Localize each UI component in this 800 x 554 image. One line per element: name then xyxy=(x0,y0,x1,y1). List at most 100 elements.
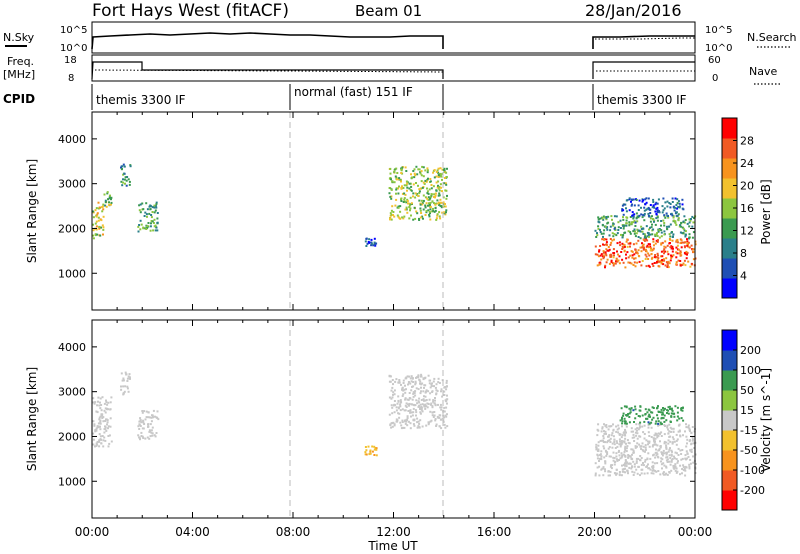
velocity-echo-cell xyxy=(413,424,416,427)
power-echo-cell xyxy=(627,261,630,264)
velocity-echo-cell xyxy=(368,452,371,455)
velocity-echo-cell xyxy=(665,446,668,449)
velocity-echo-cell xyxy=(635,413,638,415)
power-echo-cell xyxy=(597,218,600,221)
velocity-echo-cell xyxy=(650,411,653,414)
power-echo-cell xyxy=(645,225,648,228)
velocity-echo-cell xyxy=(629,408,632,411)
power-colorbar-segment xyxy=(722,198,737,219)
power-echo-cell xyxy=(659,255,662,258)
velocity-echo-cell xyxy=(147,416,150,419)
velocity-echo-cell xyxy=(102,439,105,442)
velocity-echo-cell xyxy=(109,408,112,411)
velocity-echo-cell xyxy=(404,391,407,394)
velocity-echo-cell xyxy=(657,432,660,435)
velocity-echo-cell xyxy=(92,420,95,423)
velocity-echo-cell xyxy=(611,446,614,449)
velocity-echo-cell xyxy=(640,472,643,475)
power-echo-cell xyxy=(443,167,446,170)
power-echo-cell xyxy=(110,203,112,206)
power-echo-cell xyxy=(612,224,615,227)
power-echo-cell xyxy=(607,246,610,248)
power-echo-cell xyxy=(641,244,644,247)
power-echo-cell xyxy=(670,231,673,234)
velocity-echo-cell xyxy=(420,407,423,410)
velocity-echo-cell xyxy=(100,409,103,412)
velocity-echo-cell xyxy=(662,471,665,474)
velocity-echo-cell xyxy=(663,433,666,436)
power-echo-cell xyxy=(611,218,613,221)
power-echo-cell xyxy=(630,250,633,253)
power-echo-cell xyxy=(410,185,413,188)
velocity-echo-cell xyxy=(391,396,394,399)
power-echo-cell xyxy=(153,225,156,228)
velocity-echo-cell xyxy=(685,426,688,429)
velocity-echo-cell xyxy=(602,445,605,448)
power-echo-cell xyxy=(108,197,111,200)
velocity-echo-cell xyxy=(673,467,676,470)
power-echo-cell xyxy=(656,206,659,209)
power-echo-cell xyxy=(653,244,655,247)
velocity-echo-cell xyxy=(685,423,687,426)
velocity-echo-cell xyxy=(689,439,692,442)
power-colorbar-tick-label: 16 xyxy=(740,202,754,215)
velocity-echo-cell xyxy=(392,404,395,407)
velocity-echo-cell xyxy=(434,404,437,407)
power-echo-cell xyxy=(431,200,434,203)
velocity-echo-cell xyxy=(628,466,631,469)
power-echo-cell xyxy=(597,227,600,230)
velocity-echo-cell xyxy=(615,452,618,455)
velocity-echo-cell xyxy=(689,458,692,461)
power-echo-cell xyxy=(669,203,672,205)
velocity-echo-cell xyxy=(407,398,410,401)
power-echo-cell xyxy=(624,266,627,269)
noise-left-tick-bottom: 10^0 xyxy=(60,43,87,54)
velocity-echo-cell xyxy=(650,436,653,438)
velocity-echo-cell xyxy=(634,428,637,431)
freq-trace-1 xyxy=(91,61,444,80)
velocity-echo-cell xyxy=(630,448,633,451)
velocity-echo-cell xyxy=(399,403,402,406)
power-echo-cell xyxy=(662,197,665,200)
power-echo-cell xyxy=(406,189,408,192)
velocity-echo-cell xyxy=(652,464,655,467)
velocity-echo-cell xyxy=(670,454,673,457)
power-echo-cell xyxy=(651,223,653,226)
velocity-echo-cell xyxy=(691,426,694,428)
power-echo-cell xyxy=(651,215,653,218)
power-echo-cell xyxy=(662,209,665,212)
power-echo-cell xyxy=(677,213,680,216)
velocity-echo-cell xyxy=(678,430,681,433)
velocity-echo-cell xyxy=(388,375,391,378)
velocity-echo-cell xyxy=(660,423,663,425)
velocity-echo-cell xyxy=(406,415,409,418)
velocity-echo-cell xyxy=(433,402,436,405)
power-echo-cell xyxy=(622,227,625,230)
velocity-echo-cell xyxy=(674,405,677,408)
velocity-echo-region xyxy=(120,371,131,396)
power-echo-cell xyxy=(683,259,686,262)
power-echo-cell xyxy=(691,215,694,218)
velocity-echo-cell xyxy=(98,425,101,428)
velocity-echo-cell xyxy=(618,449,620,452)
velocity-echo-cell xyxy=(107,427,109,430)
power-echo-cell xyxy=(437,180,440,183)
velocity-echo-cell xyxy=(631,465,633,468)
velocity-echo-cell xyxy=(616,428,619,431)
power-echo-cell xyxy=(437,202,440,205)
power-echo-cell xyxy=(611,262,614,265)
power-echo-cell xyxy=(657,257,660,260)
power-echo-cell xyxy=(651,233,654,236)
power-echo-cell xyxy=(429,208,432,211)
velocity-echo-cell xyxy=(95,444,98,447)
velocity-echo-cell xyxy=(626,445,629,448)
power-echo-cell xyxy=(603,256,605,258)
velocity-echo-cell xyxy=(602,474,605,477)
power-echo-cell xyxy=(663,214,666,217)
velocity-echo-cell xyxy=(605,432,607,435)
power-echo-cell xyxy=(618,262,621,265)
velocity-echo-cell xyxy=(653,439,655,442)
power-echo-cell xyxy=(365,237,368,240)
power-echo-cell xyxy=(670,212,673,215)
power-echo-cell xyxy=(142,227,145,230)
